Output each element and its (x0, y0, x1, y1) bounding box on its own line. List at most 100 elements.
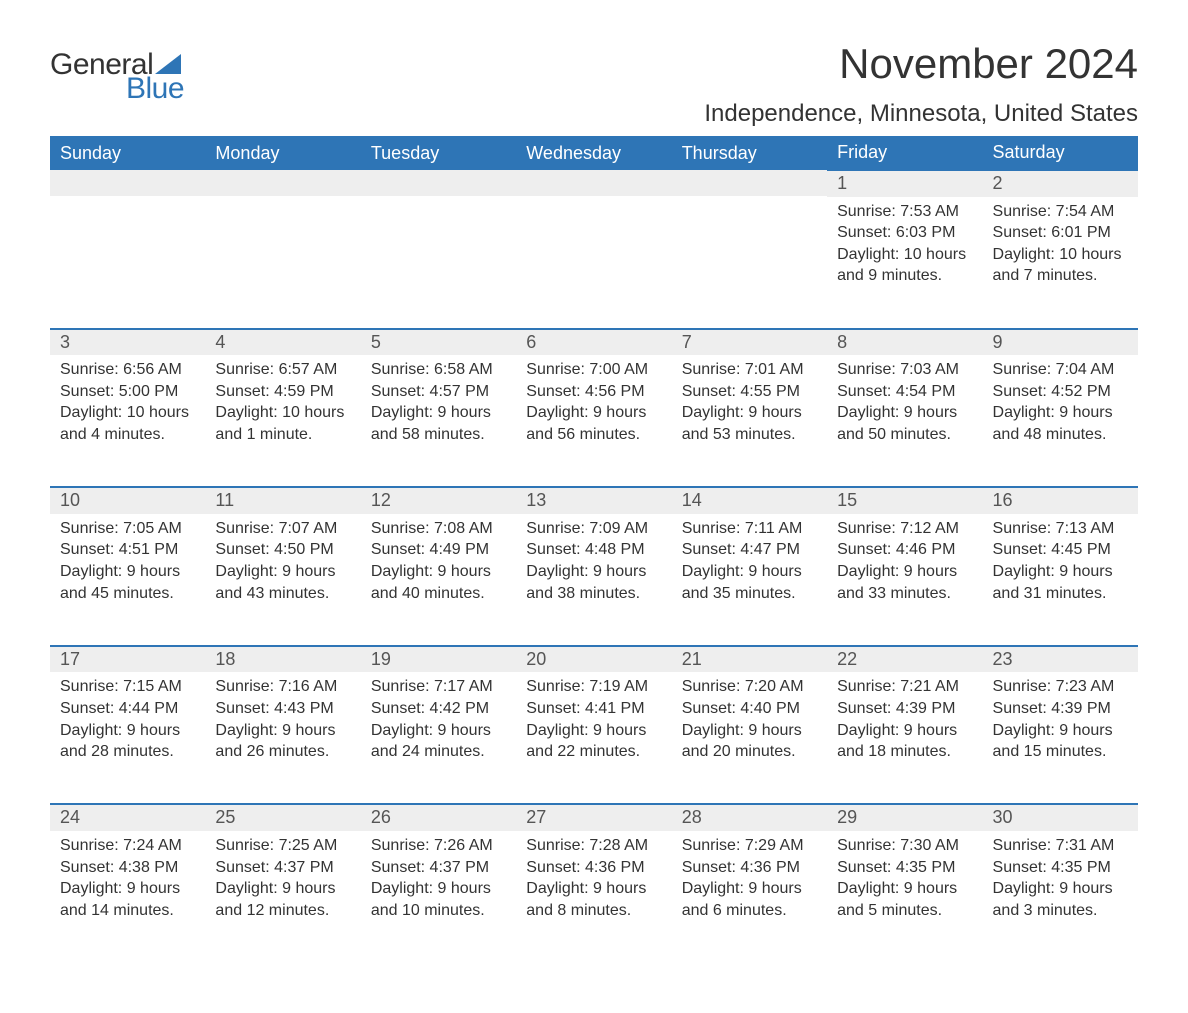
day-number: 13 (516, 488, 671, 514)
daylight-line-2: and 10 minutes. (371, 900, 506, 922)
day-number-cell (516, 170, 671, 197)
sunrise-line: Sunrise: 6:56 AM (60, 359, 195, 381)
day-number: 17 (50, 647, 205, 673)
day-details: Sunrise: 7:29 AMSunset: 4:36 PMDaylight:… (672, 831, 827, 927)
daylight-line-2: and 45 minutes. (60, 583, 195, 605)
daylight-line-2: and 28 minutes. (60, 741, 195, 763)
page-header: General Blue November 2024 Independence,… (50, 40, 1138, 128)
day-content-cell: Sunrise: 7:24 AMSunset: 4:38 PMDaylight:… (50, 831, 205, 963)
day-content-cell: Sunrise: 7:26 AMSunset: 4:37 PMDaylight:… (361, 831, 516, 963)
sunset-line: Sunset: 4:46 PM (837, 539, 972, 561)
day-details (672, 197, 827, 207)
day-number (361, 170, 516, 196)
daylight-line-1: Daylight: 9 hours (837, 720, 972, 742)
day-details: Sunrise: 7:07 AMSunset: 4:50 PMDaylight:… (205, 514, 360, 610)
daylight-line-2: and 35 minutes. (682, 583, 817, 605)
day-number: 29 (827, 805, 982, 831)
sunrise-line: Sunrise: 7:12 AM (837, 518, 972, 540)
daylight-line-2: and 5 minutes. (837, 900, 972, 922)
day-number: 22 (827, 647, 982, 673)
day-content-cell (361, 197, 516, 329)
day-details (50, 197, 205, 207)
sunrise-line: Sunrise: 7:01 AM (682, 359, 817, 381)
sunrise-line: Sunrise: 7:04 AM (993, 359, 1128, 381)
daylight-line-1: Daylight: 10 hours (60, 402, 195, 424)
sunset-line: Sunset: 4:55 PM (682, 381, 817, 403)
daylight-line-2: and 18 minutes. (837, 741, 972, 763)
day-details: Sunrise: 6:56 AMSunset: 5:00 PMDaylight:… (50, 355, 205, 451)
day-content-cell: Sunrise: 7:00 AMSunset: 4:56 PMDaylight:… (516, 355, 671, 487)
day-number-cell: 17 (50, 646, 205, 673)
day-number: 18 (205, 647, 360, 673)
day-number: 7 (672, 330, 827, 356)
daylight-line-1: Daylight: 9 hours (682, 561, 817, 583)
sunrise-line: Sunrise: 7:23 AM (993, 676, 1128, 698)
day-content-cell: Sunrise: 7:21 AMSunset: 4:39 PMDaylight:… (827, 672, 982, 804)
day-details: Sunrise: 7:19 AMSunset: 4:41 PMDaylight:… (516, 672, 671, 768)
daylight-line-2: and 24 minutes. (371, 741, 506, 763)
sunrise-line: Sunrise: 7:07 AM (215, 518, 350, 540)
daylight-line-1: Daylight: 9 hours (993, 402, 1128, 424)
day-number: 8 (827, 330, 982, 356)
day-number-row: 12 (50, 170, 1138, 197)
day-number-cell: 18 (205, 646, 360, 673)
day-details (205, 197, 360, 207)
day-number-cell: 2 (983, 170, 1138, 197)
sunrise-line: Sunrise: 7:21 AM (837, 676, 972, 698)
day-details: Sunrise: 7:25 AMSunset: 4:37 PMDaylight:… (205, 831, 360, 927)
sunrise-line: Sunrise: 6:57 AM (215, 359, 350, 381)
sunrise-line: Sunrise: 7:28 AM (526, 835, 661, 857)
daylight-line-2: and 33 minutes. (837, 583, 972, 605)
day-details (361, 197, 516, 207)
month-title: November 2024 (704, 40, 1138, 88)
day-content-cell: Sunrise: 7:20 AMSunset: 4:40 PMDaylight:… (672, 672, 827, 804)
day-number-row: 24252627282930 (50, 804, 1138, 831)
daylight-line-2: and 8 minutes. (526, 900, 661, 922)
sunrise-line: Sunrise: 7:31 AM (993, 835, 1128, 857)
sunset-line: Sunset: 4:40 PM (682, 698, 817, 720)
daylight-line-2: and 56 minutes. (526, 424, 661, 446)
daylight-line-2: and 38 minutes. (526, 583, 661, 605)
day-number-cell: 14 (672, 487, 827, 514)
title-block: November 2024 Independence, Minnesota, U… (704, 40, 1138, 128)
day-details: Sunrise: 7:09 AMSunset: 4:48 PMDaylight:… (516, 514, 671, 610)
daylight-line-2: and 58 minutes. (371, 424, 506, 446)
daylight-line-1: Daylight: 9 hours (371, 720, 506, 742)
daylight-line-2: and 4 minutes. (60, 424, 195, 446)
day-number: 23 (983, 647, 1138, 673)
sunrise-line: Sunrise: 7:19 AM (526, 676, 661, 698)
day-content-cell: Sunrise: 7:13 AMSunset: 4:45 PMDaylight:… (983, 514, 1138, 646)
day-number-cell: 27 (516, 804, 671, 831)
day-number (205, 170, 360, 196)
daylight-line-2: and 22 minutes. (526, 741, 661, 763)
daylight-line-1: Daylight: 9 hours (371, 878, 506, 900)
day-number-cell: 16 (983, 487, 1138, 514)
day-number-cell: 3 (50, 329, 205, 356)
sunrise-line: Sunrise: 7:26 AM (371, 835, 506, 857)
day-content-row: Sunrise: 7:24 AMSunset: 4:38 PMDaylight:… (50, 831, 1138, 963)
day-number: 20 (516, 647, 671, 673)
day-number-cell: 11 (205, 487, 360, 514)
daylight-line-2: and 26 minutes. (215, 741, 350, 763)
day-details: Sunrise: 7:21 AMSunset: 4:39 PMDaylight:… (827, 672, 982, 768)
daylight-line-2: and 50 minutes. (837, 424, 972, 446)
sunrise-line: Sunrise: 7:03 AM (837, 359, 972, 381)
day-number-cell: 13 (516, 487, 671, 514)
day-number-cell: 21 (672, 646, 827, 673)
day-details: Sunrise: 7:13 AMSunset: 4:45 PMDaylight:… (983, 514, 1138, 610)
weekday-header: Wednesday (516, 136, 671, 170)
weekday-header: Saturday (983, 136, 1138, 170)
day-number-cell: 7 (672, 329, 827, 356)
sail-icon (155, 54, 181, 74)
sunrise-line: Sunrise: 7:15 AM (60, 676, 195, 698)
sunset-line: Sunset: 4:35 PM (993, 857, 1128, 879)
sunset-line: Sunset: 4:39 PM (837, 698, 972, 720)
sunset-line: Sunset: 4:42 PM (371, 698, 506, 720)
day-number (50, 170, 205, 196)
sunset-line: Sunset: 4:37 PM (215, 857, 350, 879)
daylight-line-1: Daylight: 10 hours (837, 244, 972, 266)
day-number: 14 (672, 488, 827, 514)
sunset-line: Sunset: 4:51 PM (60, 539, 195, 561)
day-number: 12 (361, 488, 516, 514)
sunset-line: Sunset: 5:00 PM (60, 381, 195, 403)
